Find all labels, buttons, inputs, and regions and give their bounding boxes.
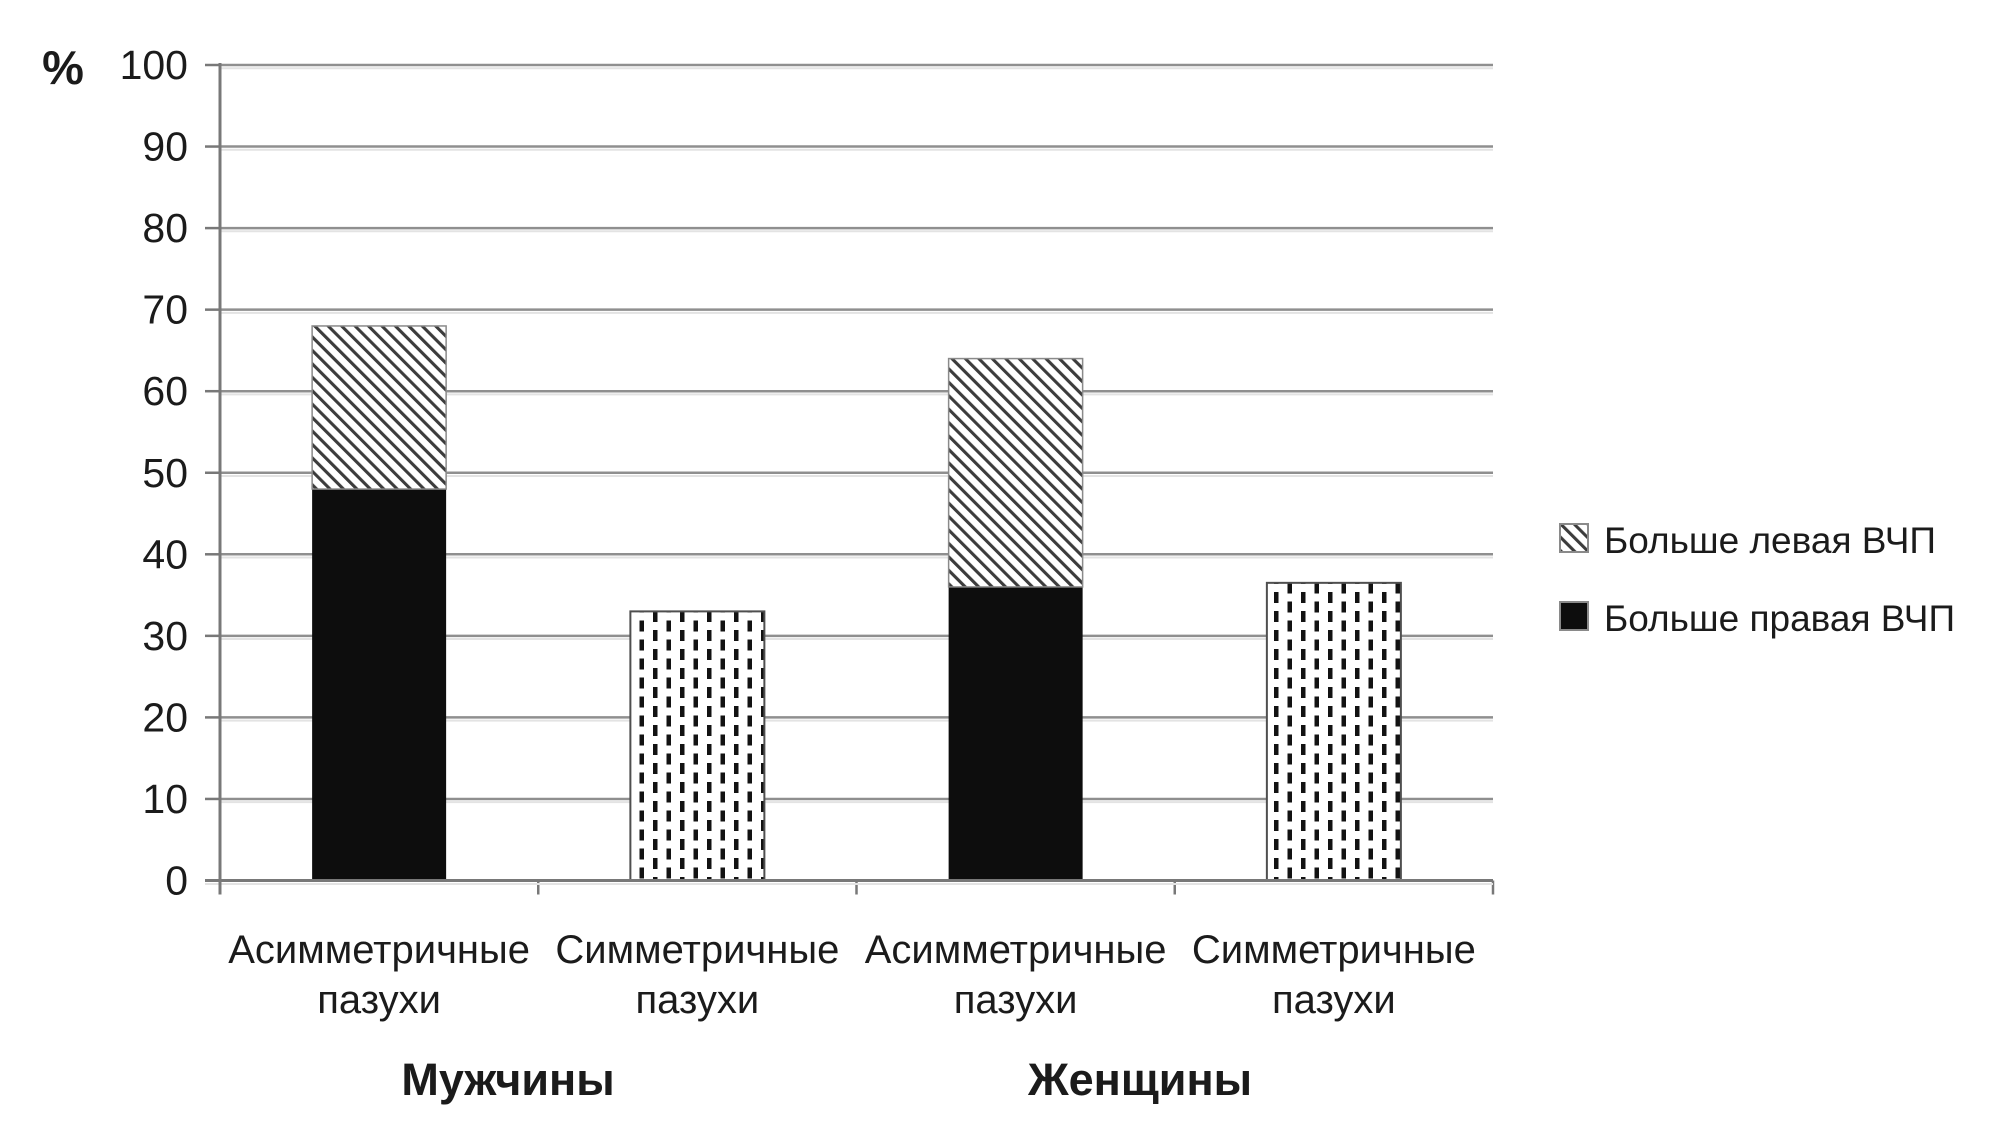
bar-segment-diagonal-hatch — [311, 325, 447, 490]
category-label: Симметричные пазухи — [555, 928, 839, 1022]
bar-segment-solid-black — [312, 489, 447, 881]
category-label: Асимметричные пазухи — [865, 928, 1167, 1022]
y-tick-label: 40 — [142, 531, 188, 577]
bar-segment-solid-black — [948, 586, 1083, 881]
bar-segment-vertical-dash — [629, 610, 766, 882]
bar-segment-vertical-dash — [1265, 581, 1402, 882]
legend-swatch-diagonal-hatch — [1559, 523, 1589, 553]
y-tick-label: 30 — [142, 613, 188, 659]
category-label: Симметричные пазухи — [1192, 928, 1476, 1022]
bar-3 — [947, 357, 1084, 881]
y-axis-unit-label: % — [42, 41, 84, 94]
group-label: Мужчины — [401, 1054, 614, 1105]
bar-1 — [311, 325, 447, 881]
legend-label: Больше левая ВЧП — [1604, 520, 1936, 561]
category-label: Асимметричные пазухи — [228, 928, 530, 1022]
bar-2 — [629, 610, 766, 882]
y-tick-label: 50 — [142, 450, 188, 496]
y-tick-label: 20 — [142, 694, 188, 740]
legend-swatch-solid-black — [1559, 601, 1589, 631]
y-tick-label: 90 — [142, 124, 188, 170]
y-tick-label: 80 — [142, 205, 188, 251]
legend-item: Больше левая ВЧП — [1559, 520, 1936, 561]
legend-item: Больше правая ВЧП — [1559, 598, 1955, 639]
y-tick-label: 60 — [142, 368, 188, 414]
bar-segment-diagonal-hatch — [947, 357, 1084, 588]
y-tick-label: 70 — [142, 287, 188, 333]
legend-label: Больше правая ВЧП — [1604, 598, 1955, 639]
y-tick-label: 10 — [142, 776, 188, 822]
bar-4 — [1265, 581, 1402, 882]
y-tick-label: 0 — [165, 858, 188, 904]
group-label: Женщины — [1027, 1054, 1252, 1105]
y-tick-label: 100 — [120, 42, 188, 88]
